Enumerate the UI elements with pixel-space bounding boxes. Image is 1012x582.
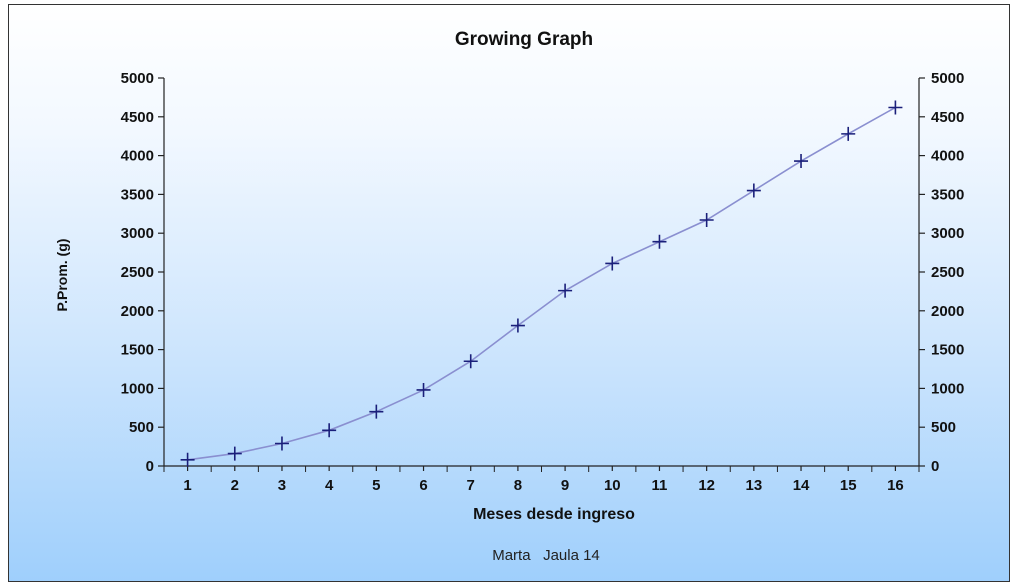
data-point-0-6 [463,354,478,369]
x-tick-label-4: 5 [372,477,380,494]
y-tick-label-left-6: 3000 [121,225,154,242]
y-tick-label-right-2: 1000 [931,380,964,397]
x-tick-label-0: 1 [183,477,191,494]
x-tick-label-1: 2 [231,477,239,494]
chart-footer: Marta Jaula 14 [492,547,600,564]
y-tick-label-right-3: 1500 [931,342,964,359]
data-point-0-10 [652,234,667,249]
y-tick-label-left-7: 3500 [121,186,154,203]
data-point-0-2 [274,436,289,451]
y-tick-label-left-5: 2500 [121,264,154,281]
y-tick-label-right-8: 4000 [931,148,964,165]
y-tick-label-right-1: 500 [931,419,956,436]
x-tick-label-11: 12 [698,477,715,494]
y-tick-label-left-9: 4500 [121,109,154,126]
x-tick-label-5: 6 [419,477,427,494]
data-point-0-4 [369,404,384,419]
data-point-0-7 [510,318,525,333]
y-tick-label-left-8: 4000 [121,148,154,165]
chart-title: Growing Graph [455,29,593,50]
y-tick-label-right-4: 2000 [931,303,964,320]
y-tick-label-left-0: 0 [146,458,154,475]
growing-chart: Growing Graph 0 0 500 500 1000 1000 1500 1500 20… [54,29,965,564]
x-tick-label-6: 7 [467,477,475,494]
data-point-0-5 [416,382,431,397]
x-tick-label-2: 3 [278,477,286,494]
x-tick-label-15: 16 [887,477,904,494]
data-point-0-8 [558,283,573,298]
x-tick-label-7: 8 [514,477,522,494]
y-tick-label-left-1: 500 [129,419,154,436]
y-tick-label-left-3: 1500 [121,342,154,359]
y-tick-label-right-10: 5000 [931,70,964,87]
x-tick-label-8: 9 [561,477,569,494]
y-tick-label-right-5: 2500 [931,264,964,281]
y-tick-label-right-9: 4500 [931,109,964,126]
x-tick-label-12: 13 [746,477,763,494]
x-tick-label-3: 4 [325,477,334,494]
x-axis-label: Meses desde ingreso [473,506,635,523]
x-tick-label-14: 15 [840,477,857,494]
data-point-0-13 [794,154,809,169]
y-tick-label-left-10: 5000 [121,70,154,87]
y-tick-label-left-4: 2000 [121,303,154,320]
data-point-0-0 [180,452,195,467]
y-tick-label-right-6: 3000 [931,225,964,242]
data-point-0-3 [322,423,337,438]
y-axis-label: P.Prom. (g) [54,239,70,312]
y-tick-label-left-2: 1000 [121,380,154,397]
x-tick-label-13: 14 [793,477,810,494]
data-point-0-9 [605,256,620,271]
y-tick-label-right-0: 0 [931,458,939,475]
y-tick-label-right-7: 3500 [931,186,964,203]
series-line-0 [187,106,896,461]
data-point-0-14 [841,126,856,141]
data-point-0-11 [699,213,714,228]
x-tick-label-10: 11 [652,477,668,494]
x-tick-label-9: 10 [604,477,621,494]
data-point-0-12 [746,183,761,198]
data-point-0-1 [227,446,242,461]
data-point-0-15 [888,100,903,115]
chart-panel: Growing Graph 0 0 500 500 1000 1000 1500 1500 20… [8,4,1010,582]
